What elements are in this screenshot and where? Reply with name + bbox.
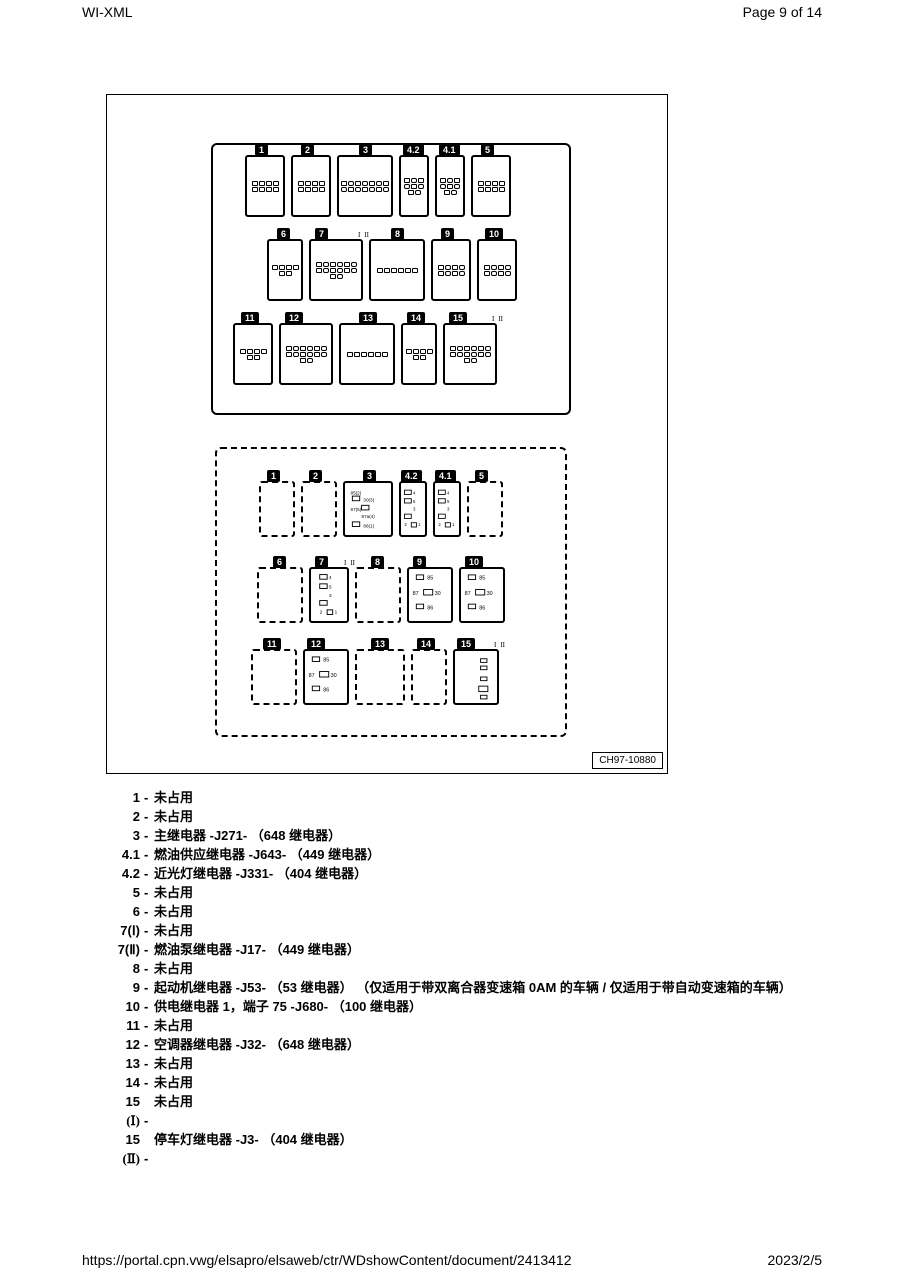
relay-diagram-frame: 1234.24.1567III89101112131415III 12385(2… — [106, 94, 668, 774]
relay-slot-11: 11 — [251, 649, 297, 705]
svg-text:5: 5 — [447, 499, 450, 504]
legend-row: 13-未占用 — [82, 1054, 822, 1073]
svg-text:85(2): 85(2) — [351, 490, 362, 495]
svg-text:1: 1 — [418, 522, 421, 527]
relay-slot-14: 14 — [401, 323, 437, 385]
relay-slot-10: 1085873086 — [459, 567, 505, 623]
svg-text:4: 4 — [447, 490, 450, 495]
svg-text:2: 2 — [438, 522, 441, 527]
legend-row: 3-主继电器 -J271- （648 继电器） — [82, 826, 822, 845]
relay-slot-1: 1 — [259, 481, 295, 537]
svg-text:1: 1 — [452, 522, 455, 527]
relay-slot-8: 8 — [369, 239, 425, 301]
relay-slot-4.1: 4.1 — [435, 155, 465, 217]
svg-text:87: 87 — [465, 591, 471, 597]
svg-text:87: 87 — [309, 673, 315, 679]
relay-slot-12: 1285873086 — [303, 649, 349, 705]
relay-slot-2: 2 — [291, 155, 331, 217]
svg-text:86(1): 86(1) — [363, 523, 374, 528]
legend-row: 11-未占用 — [82, 1016, 822, 1035]
legend-row: 9-起动机继电器 -J53- （53 继电器） （仅适用于带双离合器变速箱 0A… — [82, 978, 822, 997]
legend-row: 5-未占用 — [82, 883, 822, 902]
doc-title: WI-XML — [82, 4, 133, 20]
svg-text:30: 30 — [487, 591, 493, 597]
svg-text:30(3): 30(3) — [363, 498, 374, 503]
relay-slot-4.2: 4.2 — [399, 155, 429, 217]
relay-slot-3: 385(2)30(3)87(5)87a(4)86(1) — [343, 481, 393, 537]
relay-slot-11: 11 — [233, 323, 273, 385]
svg-text:87: 87 — [413, 591, 419, 597]
legend-row: 12-空调器继电器 -J32- （648 继电器） — [82, 1035, 822, 1054]
relay-slot-13: 13 — [355, 649, 405, 705]
svg-text:85: 85 — [479, 575, 485, 581]
svg-text:3: 3 — [447, 507, 450, 512]
relay-panel-bottom: 12385(2)30(3)87(5)87a(4)86(1)4.2453214.1… — [215, 447, 567, 737]
svg-text:4: 4 — [413, 490, 416, 495]
page-footer: https://portal.cpn.vwg/elsapro/elsaweb/c… — [82, 1252, 822, 1268]
legend-row: 1-未占用 — [82, 788, 822, 807]
legend-row: 15未占用 — [82, 1092, 822, 1111]
relay-slot-5: 5 — [467, 481, 503, 537]
svg-text:87a(4): 87a(4) — [362, 514, 376, 519]
relay-slot-12: 12 — [279, 323, 333, 385]
footer-url: https://portal.cpn.vwg/elsapro/elsaweb/c… — [82, 1252, 572, 1268]
diagram-code: CH97-10880 — [592, 752, 663, 769]
relay-slot-8: 8 — [355, 567, 401, 623]
relay-slot-9: 9 — [431, 239, 471, 301]
legend-row: 4.2-近光灯继电器 -J331- （404 继电器） — [82, 864, 822, 883]
relay-panel-top: 1234.24.1567III89101112131415III — [211, 143, 571, 415]
svg-text:4: 4 — [329, 575, 332, 580]
legend-row: 10-供电继电器 1，端子 75 -J680- （100 继电器） — [82, 997, 822, 1016]
svg-text:3: 3 — [413, 507, 416, 512]
relay-slot-14: 14 — [411, 649, 447, 705]
relay-slot-4.2: 4.245321 — [399, 481, 427, 537]
relay-slot-1: 1 — [245, 155, 285, 217]
relay-slot-6: 6 — [267, 239, 303, 301]
relay-slot-7: 7III — [309, 239, 363, 301]
relay-slot-4.1: 4.145321 — [433, 481, 461, 537]
footer-date: 2023/2/5 — [768, 1252, 823, 1268]
legend-row: 6-未占用 — [82, 902, 822, 921]
legend-row: 2-未占用 — [82, 807, 822, 826]
svg-text:30: 30 — [331, 673, 337, 679]
relay-slot-10: 10 — [477, 239, 517, 301]
svg-text:85: 85 — [427, 575, 433, 581]
relay-slot-9: 985873086 — [407, 567, 453, 623]
relay-legend-list: 1-未占用2-未占用3-主继电器 -J271- （648 继电器）4.1-燃油供… — [82, 788, 822, 1168]
svg-text:1: 1 — [335, 610, 338, 615]
svg-text:2: 2 — [320, 610, 323, 615]
legend-row: 14-未占用 — [82, 1073, 822, 1092]
relay-slot-6: 6 — [257, 567, 303, 623]
relay-slot-15: 15III — [443, 323, 497, 385]
svg-text:86: 86 — [323, 688, 329, 694]
svg-text:87(5): 87(5) — [351, 507, 362, 512]
relay-slot-3: 3 — [337, 155, 393, 217]
svg-text:3: 3 — [329, 593, 332, 598]
relay-slot-13: 13 — [339, 323, 395, 385]
relay-slot-2: 2 — [301, 481, 337, 537]
svg-text:85: 85 — [323, 657, 329, 663]
relay-slot-15: 15III — [453, 649, 499, 705]
svg-text:2: 2 — [404, 522, 407, 527]
legend-row: 4.1-燃油供应继电器 -J643- （449 继电器） — [82, 845, 822, 864]
legend-row: (Ⅱ)- — [82, 1149, 822, 1168]
svg-text:86: 86 — [427, 606, 433, 612]
svg-text:30: 30 — [435, 591, 441, 597]
svg-text:5: 5 — [329, 585, 332, 590]
legend-row: (Ⅰ)- — [82, 1111, 822, 1130]
svg-text:86: 86 — [479, 606, 485, 612]
legend-row: 15停车灯继电器 -J3- （404 继电器） — [82, 1130, 822, 1149]
legend-row: 7(Ⅱ)-燃油泵继电器 -J17- （449 继电器） — [82, 940, 822, 959]
legend-row: 7(Ⅰ)-未占用 — [82, 921, 822, 940]
relay-slot-7: 7III45321 — [309, 567, 349, 623]
svg-text:5: 5 — [413, 499, 416, 504]
page-number: Page 9 of 14 — [743, 4, 822, 20]
page-header: WI-XML Page 9 of 14 — [82, 4, 822, 20]
relay-slot-5: 5 — [471, 155, 511, 217]
legend-row: 8-未占用 — [82, 959, 822, 978]
